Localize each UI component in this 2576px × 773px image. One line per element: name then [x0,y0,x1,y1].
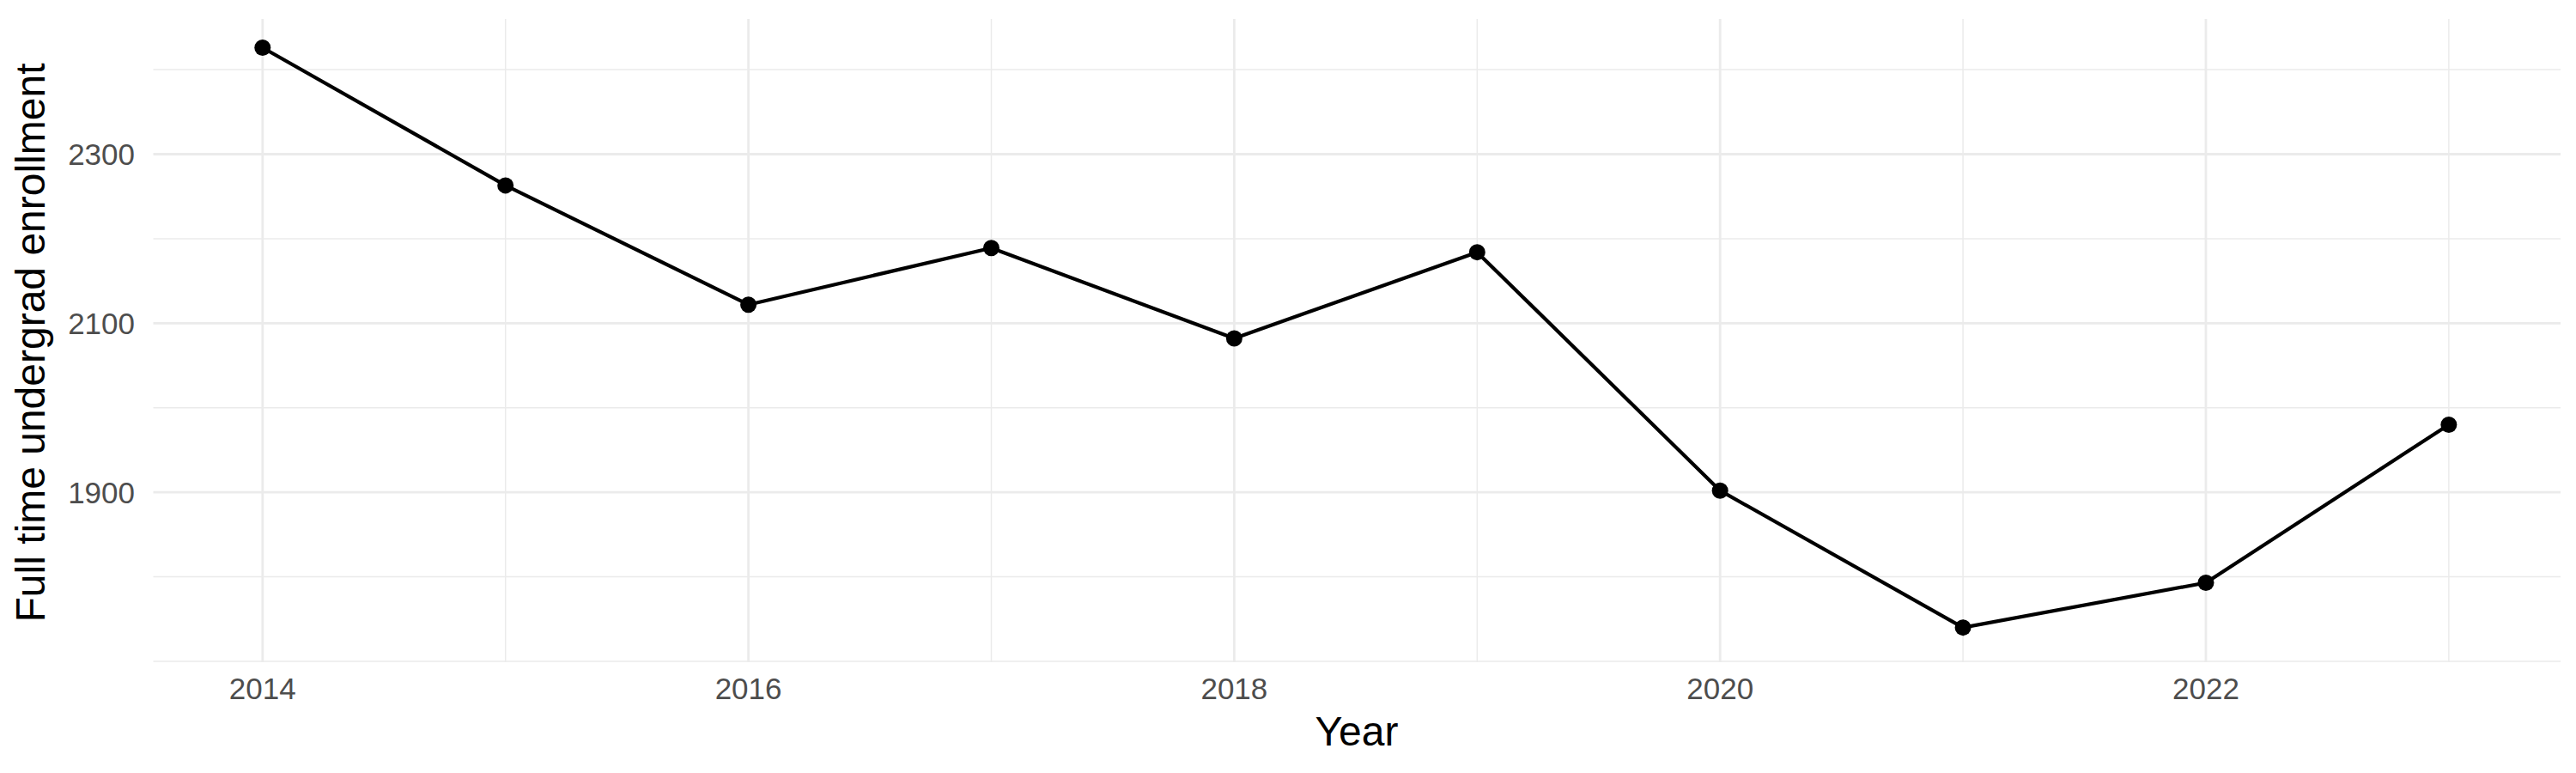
data-point [740,296,756,313]
x-axis-title: Year [1315,709,1399,754]
data-point [983,240,999,256]
data-point [254,40,270,56]
x-tick-label: 2018 [1200,672,1267,705]
x-tick-label: 2022 [2172,672,2239,705]
enrollment-line [263,47,2449,627]
x-tick-label: 2016 [715,672,782,705]
data-point [1955,619,1971,636]
major-gridlines [154,19,2561,662]
enrollment-line-chart-figure: 1900 2100 2300 2014 2016 2018 2020 2022 Year Fu… [0,0,2576,773]
data-series-layer [254,40,2457,636]
data-point [2440,417,2457,433]
y-tick-label: 2100 [68,307,135,340]
data-point [1226,331,1242,347]
axis-tick-labels: 1900 2100 2300 2014 2016 2018 2020 2022 [68,137,2239,705]
data-point [1712,483,1728,499]
y-tick-label: 2300 [68,137,135,171]
minor-gridlines [154,19,2561,662]
data-point [2197,575,2214,591]
x-tick-label: 2014 [229,672,296,705]
data-point [497,177,513,193]
chart-canvas: 1900 2100 2300 2014 2016 2018 2020 2022 Year Fu… [0,0,2576,773]
y-axis-title: Full time undergrad enrollment [8,64,53,623]
y-tick-label: 1900 [68,476,135,509]
x-tick-label: 2020 [1686,672,1753,705]
data-point [1469,244,1485,260]
